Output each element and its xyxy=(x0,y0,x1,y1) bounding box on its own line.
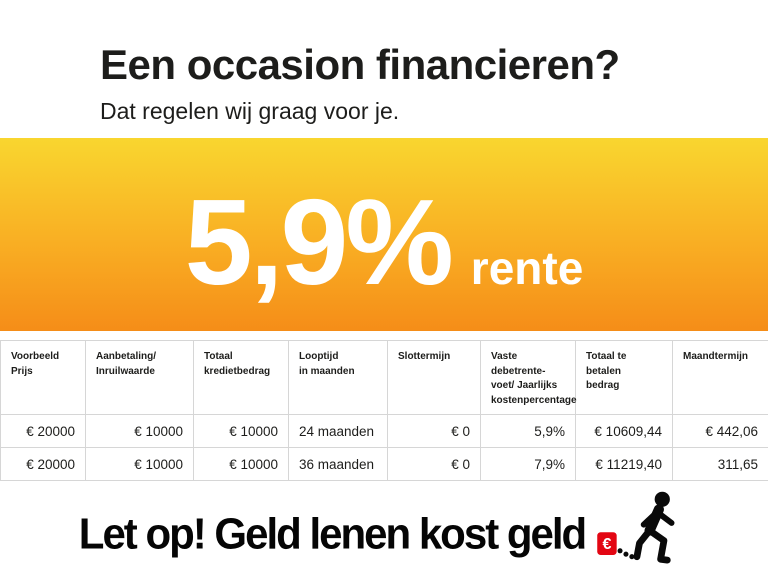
table-cell: € 20000 xyxy=(0,414,86,448)
euro-weight-box xyxy=(597,532,617,556)
table-cell: 311,65 xyxy=(672,447,768,481)
geld-lenen-kost-geld-icon: € xyxy=(595,490,689,571)
table-cell: 24 maanden xyxy=(288,414,388,448)
rate-banner-content: 5,9% rente xyxy=(185,158,584,312)
page-title: Een occasion financieren? xyxy=(100,41,620,88)
rate-value: 5,9% xyxy=(184,173,454,310)
table-cell: 7,9% xyxy=(480,447,576,481)
walking-person-icon xyxy=(633,491,675,564)
column-header-debetrentevoet: Vaste debetrente- voet/ Jaarlijks kosten… xyxy=(480,340,577,415)
table-cell: € 10000 xyxy=(85,447,194,481)
column-header-totaal-te-betalen: Totaal te betalen bedrag xyxy=(575,340,673,415)
column-header-voorbeeld-prijs: Voorbeeld Prijs xyxy=(0,340,86,415)
column-header-maandtermijn: Maandtermijn xyxy=(672,340,768,415)
euro-symbol: € xyxy=(603,535,612,553)
rate-banner: 5,9% rente xyxy=(0,138,768,331)
table-cell: 5,9% xyxy=(480,414,576,448)
table-cell: € 10000 xyxy=(193,414,289,448)
walking-person-with-euro-weight-icon: € xyxy=(597,491,675,564)
table-cell: € 10609,44 xyxy=(575,414,673,448)
table-cell: € 20000 xyxy=(0,447,86,481)
column-header-kredietbedrag: Totaal kredietbedrag xyxy=(193,340,289,415)
chain-icon xyxy=(617,548,635,560)
header: Een occasion financieren? Dat regelen wi… xyxy=(0,0,768,125)
table-cell: € 10000 xyxy=(193,447,289,481)
table-cell: € 442,06 xyxy=(672,414,768,448)
table-cell: € 10000 xyxy=(85,414,194,448)
column-header-slottermijn: Slottermijn xyxy=(387,340,481,415)
column-header-aanbetaling: Aanbetaling/ Inruilwaarde xyxy=(85,340,194,415)
credit-warning-banner: Let op! Geld lenen kost geld € xyxy=(0,491,768,571)
credit-warning-text: Let op! Geld lenen kost geld xyxy=(78,508,587,558)
table-cell: € 11219,40 xyxy=(575,447,673,481)
table-row: € 20000 € 10000 € 10000 24 maanden € 0 5… xyxy=(0,414,768,448)
table-header-row: Voorbeeld Prijs Aanbetaling/ Inruilwaard… xyxy=(0,340,768,415)
table-cell: 36 maanden xyxy=(288,447,388,481)
page-subtitle: Dat regelen wij graag voor je. xyxy=(100,98,400,124)
table-row: € 20000 € 10000 € 10000 36 maanden € 0 7… xyxy=(0,447,768,481)
finance-table: Voorbeeld Prijs Aanbetaling/ Inruilwaard… xyxy=(0,340,768,481)
finance-table-wrap: Voorbeeld Prijs Aanbetaling/ Inruilwaard… xyxy=(0,340,768,481)
rate-label: rente xyxy=(470,241,584,294)
column-header-looptijd: Looptijd in maanden xyxy=(288,340,388,415)
table-cell: € 0 xyxy=(387,447,481,481)
table-cell: € 0 xyxy=(387,414,481,448)
